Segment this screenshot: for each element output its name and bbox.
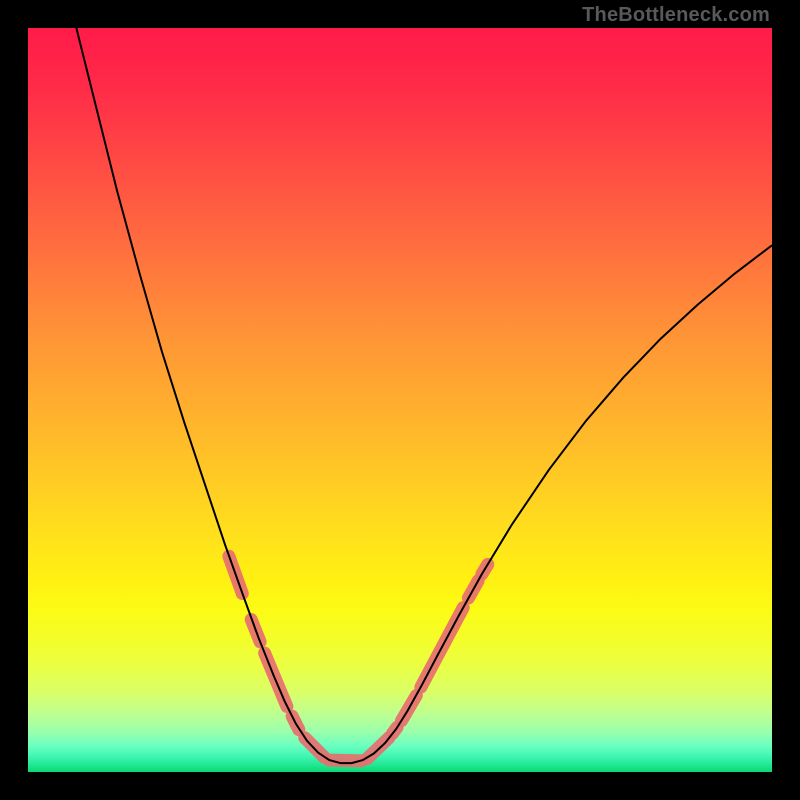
chart-frame: TheBottleneck.com — [0, 0, 800, 800]
curve-layer — [28, 28, 772, 772]
plot-area — [28, 28, 772, 772]
bottleneck-curve — [76, 28, 772, 763]
watermark-text: TheBottleneck.com — [582, 4, 770, 27]
